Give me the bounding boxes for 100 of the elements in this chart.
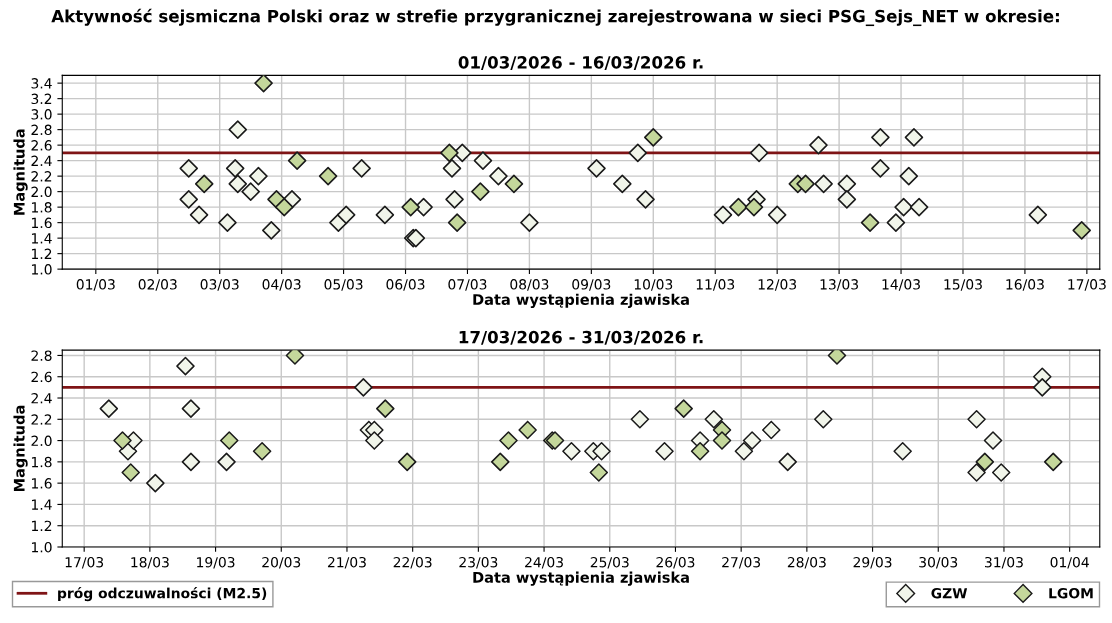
point [734,441,754,461]
y-tick-label: 2.0 [31,186,52,198]
x-tick-label: 17/03 [65,556,104,569]
x-tick-label: 01/03 [76,279,115,291]
y-axis-title: Magnituda [13,405,28,492]
chart-title: Aktywność sejsmiczna Polski oraz w strefie przygranicznej zarejestrowana w sieci PSG_Sejs_NET w okresie: [51,8,1059,27]
point [636,190,655,209]
x-tick-label: 17/03 [1068,279,1106,291]
x-tick-label: 16/03 [1006,279,1044,291]
x-tick-label: 23/03 [459,556,498,569]
legend-label: GZW [931,587,968,599]
x-axis-title: Data wystąpienia zjawiska [473,571,689,586]
x-tick-label: 03/03 [200,279,239,291]
point [975,452,995,472]
point [809,135,828,155]
x-axis-title: Data wystąpienia zjawiska [473,293,689,308]
point [287,151,307,170]
point [228,120,248,139]
point [179,159,199,178]
x-tick-label: 24/03 [525,556,563,569]
point [589,463,609,482]
point [860,213,880,232]
legend-label: LGOM [1049,587,1093,599]
y-tick-label: 2.4 [31,155,52,166]
point [967,410,986,429]
point [397,452,417,472]
x-tick-label: 08/03 [510,279,549,291]
point [225,159,245,178]
y-tick-label: 1.4 [31,499,52,510]
point [254,75,273,93]
point [365,431,384,450]
point [814,410,833,429]
point [837,190,857,209]
point [442,159,462,178]
x-tick-label: 15/03 [944,279,982,291]
x-tick-label: 29/03 [853,556,892,569]
point [713,205,733,225]
point [473,151,493,170]
point [744,197,764,217]
point [894,197,913,217]
point [146,473,165,493]
point [249,166,268,186]
y-tick-label: 3.4 [31,78,52,89]
chart-subtitle: 01/03/2026 - 16/03/2026 r. [458,56,703,70]
point [489,166,508,186]
point [241,182,260,201]
point [181,399,201,418]
point [336,205,356,225]
point [814,174,833,194]
y-tick-label: 3.2 [31,93,52,105]
point [274,197,294,217]
point [893,441,912,461]
x-tick-label: 10/03 [634,279,673,291]
point [262,221,281,240]
point [219,431,239,450]
point [354,378,373,397]
point [181,452,201,472]
y-tick-label: 2.8 [31,124,52,136]
point [401,197,420,217]
point [909,197,929,217]
point [729,197,748,217]
x-tick-label: 30/03 [919,556,958,569]
x-tick-label: 28/03 [787,556,826,569]
point [562,441,581,461]
y-tick-label: 2.6 [31,371,52,383]
point [644,128,663,147]
x-tick-label: 06/03 [386,279,425,291]
point [499,431,518,450]
point [655,441,674,461]
legend-label: próg odczuwalności (M2.5) [58,587,267,602]
chart-title: 17/03/2026 - 31/03/2026 r. [459,330,703,345]
point [991,463,1011,482]
y-tick-label: 2.6 [31,140,52,151]
y-tick-label: 1.2 [31,520,52,531]
y-tick-label: 2.0 [31,435,52,447]
point [194,174,214,194]
point [1072,221,1091,240]
x-tick-label: 21/03 [327,556,366,569]
y-axis-title: Magnituda [13,129,28,215]
point [520,213,539,232]
point [445,190,464,209]
y-tick-label: 2.2 [31,414,52,425]
point [767,205,787,225]
point [471,182,490,201]
point [704,410,724,429]
y-tick-label: 1.8 [31,456,52,468]
point [871,128,890,147]
point [490,452,510,472]
point [899,166,919,186]
point [121,463,140,482]
point [749,143,769,163]
x-tick-label: 13/03 [820,279,858,291]
y-tick-label: 1.6 [31,217,52,229]
point [1043,452,1063,472]
y-tick-label: 2.2 [31,171,52,182]
point [674,399,693,418]
x-tick-label: 19/03 [197,556,235,569]
point [630,410,650,429]
x-tick-label: 02/03 [138,279,177,291]
point [252,441,272,461]
